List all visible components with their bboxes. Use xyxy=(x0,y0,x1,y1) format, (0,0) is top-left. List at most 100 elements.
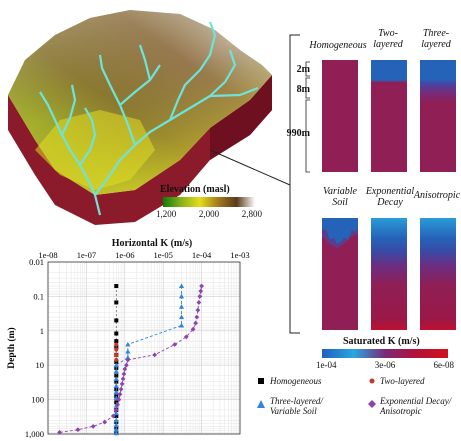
data-point xyxy=(75,427,81,433)
data-point xyxy=(114,373,119,378)
data-point xyxy=(125,357,131,363)
chart-legend: Homogeneous Two-layered Three-layered/ V… xyxy=(254,376,459,440)
column-two-layered xyxy=(371,60,407,172)
data-point xyxy=(114,379,119,384)
data-point xyxy=(113,430,119,436)
data-point xyxy=(114,347,119,352)
plot-frame xyxy=(47,261,241,435)
column-header-variable-soil: Variable Soil xyxy=(323,186,357,208)
column-header-anisotropic: Anisotropic xyxy=(413,190,461,201)
data-point xyxy=(113,407,119,413)
y-tick-label: 1,000 xyxy=(25,429,44,439)
data-point xyxy=(118,386,124,392)
y-tick-label: 10 xyxy=(36,360,45,370)
k-depth-chart: 1e-08 1e-07 1e-06 1e-05 1e-04 1e-03 0.01 0.1 1 10… xyxy=(6,250,250,439)
data-point xyxy=(114,357,119,362)
data-point xyxy=(196,300,202,305)
column-header-exponential-decay: Exponential Decay xyxy=(365,186,415,208)
data-point xyxy=(122,366,128,372)
data-point xyxy=(152,352,158,358)
data-point xyxy=(114,284,119,289)
y-tick-label: 1 xyxy=(40,326,44,336)
elevation-colorbar xyxy=(163,197,255,207)
data-point xyxy=(113,389,119,394)
data-point xyxy=(114,352,119,357)
x-tick-label: 1e-06 xyxy=(115,250,134,260)
data-point xyxy=(178,314,185,320)
data-point xyxy=(178,283,185,289)
data-point xyxy=(113,362,119,368)
legend-label: Exponential Decay/ Anisotropic xyxy=(380,396,452,416)
data-point xyxy=(121,371,127,377)
data-point xyxy=(114,342,119,347)
data-point xyxy=(113,427,119,432)
data-point xyxy=(195,307,201,313)
data-point xyxy=(113,376,119,381)
data-point xyxy=(113,422,119,428)
x-tick-label: 1e-05 xyxy=(154,250,173,260)
legend-marker-exponential xyxy=(368,400,376,408)
elevation-colorbar-title: Elevation (masl) xyxy=(160,184,230,195)
data-point xyxy=(120,376,126,382)
k-colorbar-title: Saturated K (m/s) xyxy=(343,336,420,347)
column-header-three-layered: Three- layered xyxy=(421,28,451,50)
data-point xyxy=(172,342,178,347)
data-point xyxy=(117,391,123,397)
y-tick-label: 100 xyxy=(31,395,44,405)
data-point xyxy=(90,423,96,429)
x-tick-label: 1e-03 xyxy=(230,250,249,260)
legend-marker-two-layered xyxy=(369,378,375,384)
data-point xyxy=(123,362,129,368)
legend-marker-three-layered xyxy=(257,400,265,408)
data-point xyxy=(198,288,204,294)
data-point xyxy=(119,381,125,387)
elevation-tick: 2,800 xyxy=(241,209,262,219)
column-anisotropic xyxy=(420,218,456,330)
column-header-homogeneous: Homogeneous xyxy=(309,40,367,51)
elevation-tick: 1,200 xyxy=(156,209,177,219)
data-point xyxy=(110,413,116,419)
data-point xyxy=(193,320,199,326)
data-point xyxy=(178,293,185,299)
k-colorbar xyxy=(322,349,448,358)
legend-label: Three-layered/ Variable Soil xyxy=(270,396,323,416)
data-point xyxy=(113,368,119,374)
data-point xyxy=(199,283,204,289)
river-network xyxy=(39,21,259,216)
x-tick-label: 1e-07 xyxy=(77,250,96,260)
data-point xyxy=(194,314,200,320)
data-point xyxy=(114,414,119,419)
y-tick-label: 0.01 xyxy=(29,257,44,267)
column-variable-soil xyxy=(322,218,358,330)
column-exponential-decay xyxy=(371,218,407,330)
legend-marker-homogeneous xyxy=(258,378,264,384)
data-point xyxy=(114,300,119,305)
layer-label-2m: 2m xyxy=(296,64,310,75)
layer-label-8m: 8m xyxy=(296,84,310,95)
elevation-tick: 2,000 xyxy=(198,209,220,219)
y-axis-label: Depth (m) xyxy=(6,327,17,368)
data-point xyxy=(113,383,119,388)
data-point xyxy=(113,410,119,416)
k-tick: 3e-06 xyxy=(374,360,396,370)
legend-label: Two-layered xyxy=(380,376,425,386)
layer-label-990m: 990m xyxy=(286,128,310,139)
data-point xyxy=(114,339,119,344)
data-point xyxy=(57,430,62,435)
data-point xyxy=(114,331,119,336)
k-tick: 6e-08 xyxy=(433,360,455,370)
data-point xyxy=(125,341,131,347)
column-three-layered xyxy=(420,60,456,172)
data-point xyxy=(190,326,196,332)
data-point xyxy=(113,417,119,423)
data-point xyxy=(114,318,119,323)
legend-label: Homogeneous xyxy=(270,376,322,386)
chart-title: Horizontal K (m/s) xyxy=(111,238,193,249)
data-point xyxy=(125,348,131,354)
terrain-wall xyxy=(8,75,272,225)
k-tick: 1e-04 xyxy=(316,360,337,370)
x-tick-label: 1e-04 xyxy=(192,250,212,260)
data-point xyxy=(178,304,185,309)
column-header-two-layered: Two- layered xyxy=(373,28,403,50)
data-point xyxy=(115,402,121,408)
